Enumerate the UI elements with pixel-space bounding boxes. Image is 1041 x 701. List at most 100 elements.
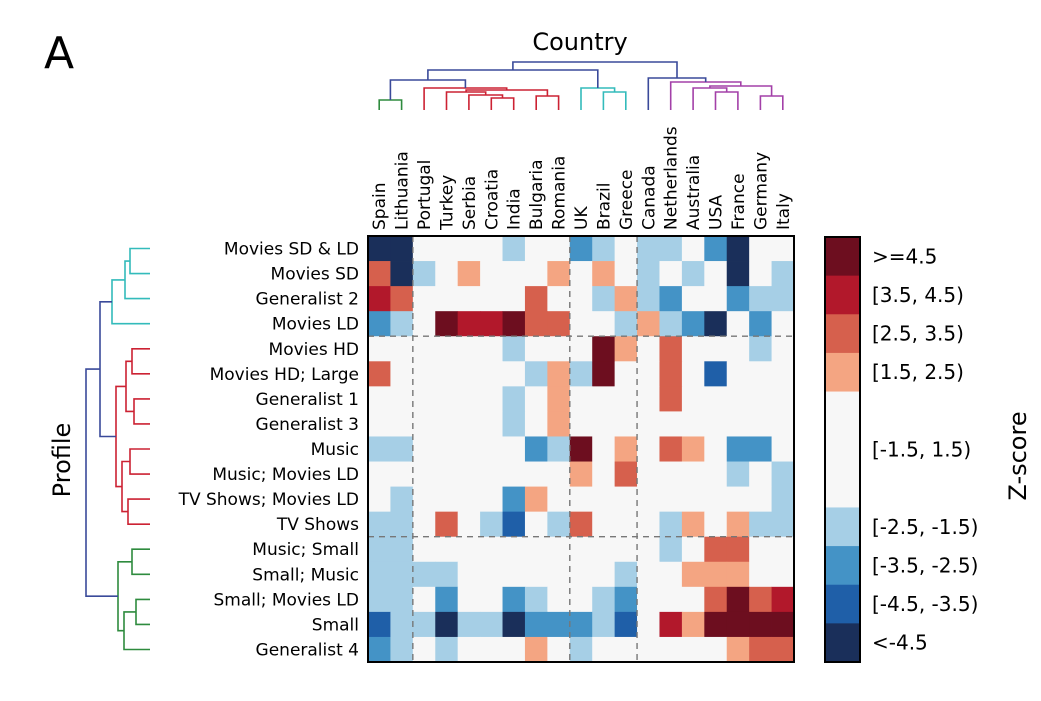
row-label-small-movies-ld: Small; Movies LD xyxy=(214,590,359,610)
heatmap-cell-tv-shows-movies-ld-australia xyxy=(681,486,705,513)
heatmap-cell-movies-hd-croatia xyxy=(480,336,503,362)
heatmap-cell-movies-ld-lithuania xyxy=(390,311,414,337)
row-label-generalist-2: Generalist 2 xyxy=(256,290,359,310)
heatmap-cell-generalist-3-italy xyxy=(771,411,795,437)
column-label-spain: Spain xyxy=(370,183,390,231)
heatmap-cell-movies-ld-canada xyxy=(637,311,660,337)
heatmap-cell-generalist-3-serbia xyxy=(457,411,481,437)
heatmap-cell-movies-hd-serbia xyxy=(457,336,481,362)
colorbar-swatch-6 xyxy=(825,546,860,586)
heatmap-cell-movies-sd-ld-uk xyxy=(569,236,593,262)
heatmap-cell-small-movies-ld-bulgaria xyxy=(524,586,548,613)
heatmap-cell-movies-sd-croatia xyxy=(480,261,503,287)
heatmap-cell-movies-sd-ld-turkey xyxy=(435,236,459,262)
group-divider-lines xyxy=(368,236,794,662)
heatmap-cell-music-usa xyxy=(704,436,728,462)
heatmap-cell-generalist-4-uk xyxy=(569,636,593,663)
column-labels: Spain Lithuania Portugal Turkey Serbia Croati… xyxy=(370,126,794,231)
heatmap-cell-movies-hd-netherlands xyxy=(659,336,683,362)
heatmap-cell-generalist-4-italy xyxy=(771,636,795,663)
heatmap-cell-movies-hd-large-serbia xyxy=(457,361,481,387)
heatmap-cell-generalist-3-uk xyxy=(569,411,593,437)
heatmap-cell-music-canada xyxy=(637,436,660,462)
heatmap-cell-music-movies-ld-bulgaria xyxy=(524,461,548,487)
heatmap-cell-generalist-2-netherlands xyxy=(659,286,683,312)
column-label-france: France xyxy=(729,173,749,230)
heatmap-cell-movies-hd-large-canada xyxy=(637,361,660,387)
heatmap-cell-music-croatia xyxy=(480,436,503,462)
heatmap-cell-generalist-3-australia xyxy=(681,411,705,437)
heatmap-cell-movies-sd-ld-spain xyxy=(368,236,391,262)
row-label-small-music: Small; Music xyxy=(252,565,359,585)
heatmap-cell-music-italy xyxy=(771,436,795,462)
heatmap-cell-generalist-2-bulgaria xyxy=(524,286,548,312)
heatmap-cell-small-uk xyxy=(569,611,593,638)
heatmap-cell-small-netherlands xyxy=(659,611,683,638)
heatmap-cell-generalist-4-netherlands xyxy=(659,636,683,663)
heatmap-cell-music-small-netherlands xyxy=(659,536,683,563)
heatmap-cell-movies-sd-usa xyxy=(704,261,728,287)
heatmap-cell-small-music-france xyxy=(726,561,750,588)
heatmap-cell-small-movies-ld-romania xyxy=(547,586,571,613)
heatmap-cell-generalist-1-australia xyxy=(681,386,705,412)
column-label-serbia: Serbia xyxy=(460,176,480,230)
heatmap-cell-movies-sd-australia xyxy=(681,261,705,287)
heatmap-cell-movies-hd-brazil xyxy=(592,336,616,362)
heatmap-cell-small-music-germany xyxy=(749,561,772,588)
heatmap-cell-small-music-netherlands xyxy=(659,561,683,588)
heatmap-cell-tv-shows-spain xyxy=(368,511,391,538)
heatmap-cell-music-movies-ld-spain xyxy=(368,461,391,487)
heatmap-cell-small-movies-ld-usa xyxy=(704,586,728,613)
heatmap-cell-generalist-1-usa xyxy=(704,386,728,412)
heatmap-cell-generalist-4-brazil xyxy=(592,636,616,663)
heatmap-cell-small-lithuania xyxy=(390,611,414,638)
heatmap-cell-movies-sd-germany xyxy=(749,261,772,287)
heatmap-cell-music-netherlands xyxy=(659,436,683,462)
heatmap-cell-small-movies-ld-germany xyxy=(749,586,772,613)
heatmap-cell-generalist-4-greece xyxy=(614,636,638,663)
heatmap-cell-music-france xyxy=(726,436,750,462)
colorbar-label-5: [-2.5, -1.5) xyxy=(872,515,978,539)
heatmap-cell-small-movies-ld-india xyxy=(502,586,526,613)
heatmap-cell-tv-shows-movies-ld-turkey xyxy=(435,486,459,513)
heatmap-cell-music-australia xyxy=(681,436,705,462)
row-label-music: Music xyxy=(311,440,359,460)
heatmap-cell-small-spain xyxy=(368,611,391,638)
row-label-music-movies-ld: Music; Movies LD xyxy=(212,465,359,485)
row-dendrogram-link xyxy=(85,368,118,597)
colorbar-label-7: [-4.5, -3.5) xyxy=(872,592,978,616)
heatmap-cell-small-music-canada xyxy=(637,561,660,588)
heatmap-cell-movies-sd-canada xyxy=(637,261,660,287)
heatmap-cell-movies-ld-uk xyxy=(569,311,593,337)
heatmap-cell-small-india xyxy=(502,611,526,638)
heatmap-cell-generalist-1-brazil xyxy=(592,386,616,412)
heatmap-cell-music-small-spain xyxy=(368,536,391,563)
heatmap-cell-generalist-4-canada xyxy=(637,636,660,663)
heatmap-cell-movies-hd-lithuania xyxy=(390,336,414,362)
heatmap-cell-movies-hd-large-australia xyxy=(681,361,705,387)
heatmap-cell-small-music-bulgaria xyxy=(524,561,548,588)
row-label-music-small: Music; Small xyxy=(252,540,359,560)
heatmap-cell-small-croatia xyxy=(480,611,503,638)
colorbar-label-4: [-1.5, 1.5) xyxy=(872,438,971,462)
heatmap-cell-tv-shows-germany xyxy=(749,511,772,538)
heatmap-cell-music-movies-ld-germany xyxy=(749,461,772,487)
heatmap-cell-tv-shows-greece xyxy=(614,511,638,538)
heatmap-cell-music-small-uk xyxy=(569,536,593,563)
heatmap-cell-music-movies-ld-france xyxy=(726,461,750,487)
heatmap-cell-movies-sd-india xyxy=(502,261,526,287)
heatmap-cell-movies-hd-india xyxy=(502,336,526,362)
heatmap-cell-small-movies-ld-greece xyxy=(614,586,638,613)
heatmap-cell-generalist-3-germany xyxy=(749,411,772,437)
heatmap-cell-generalist-4-spain xyxy=(368,636,391,663)
heatmap-cell-small-music-turkey xyxy=(435,561,459,588)
heatmap-cell-movies-ld-france xyxy=(726,311,750,337)
heatmap-cell-small-music-romania xyxy=(547,561,571,588)
heatmap-cell-tv-shows-brazil xyxy=(592,511,616,538)
row-dendrogram-link xyxy=(129,448,150,475)
heatmap-cell-movies-sd-romania xyxy=(547,261,571,287)
heatmap-cell-tv-shows-lithuania xyxy=(390,511,414,538)
heatmap-cell-movies-hd-large-portugal xyxy=(412,361,436,387)
heatmap-cell-movies-hd-australia xyxy=(681,336,705,362)
